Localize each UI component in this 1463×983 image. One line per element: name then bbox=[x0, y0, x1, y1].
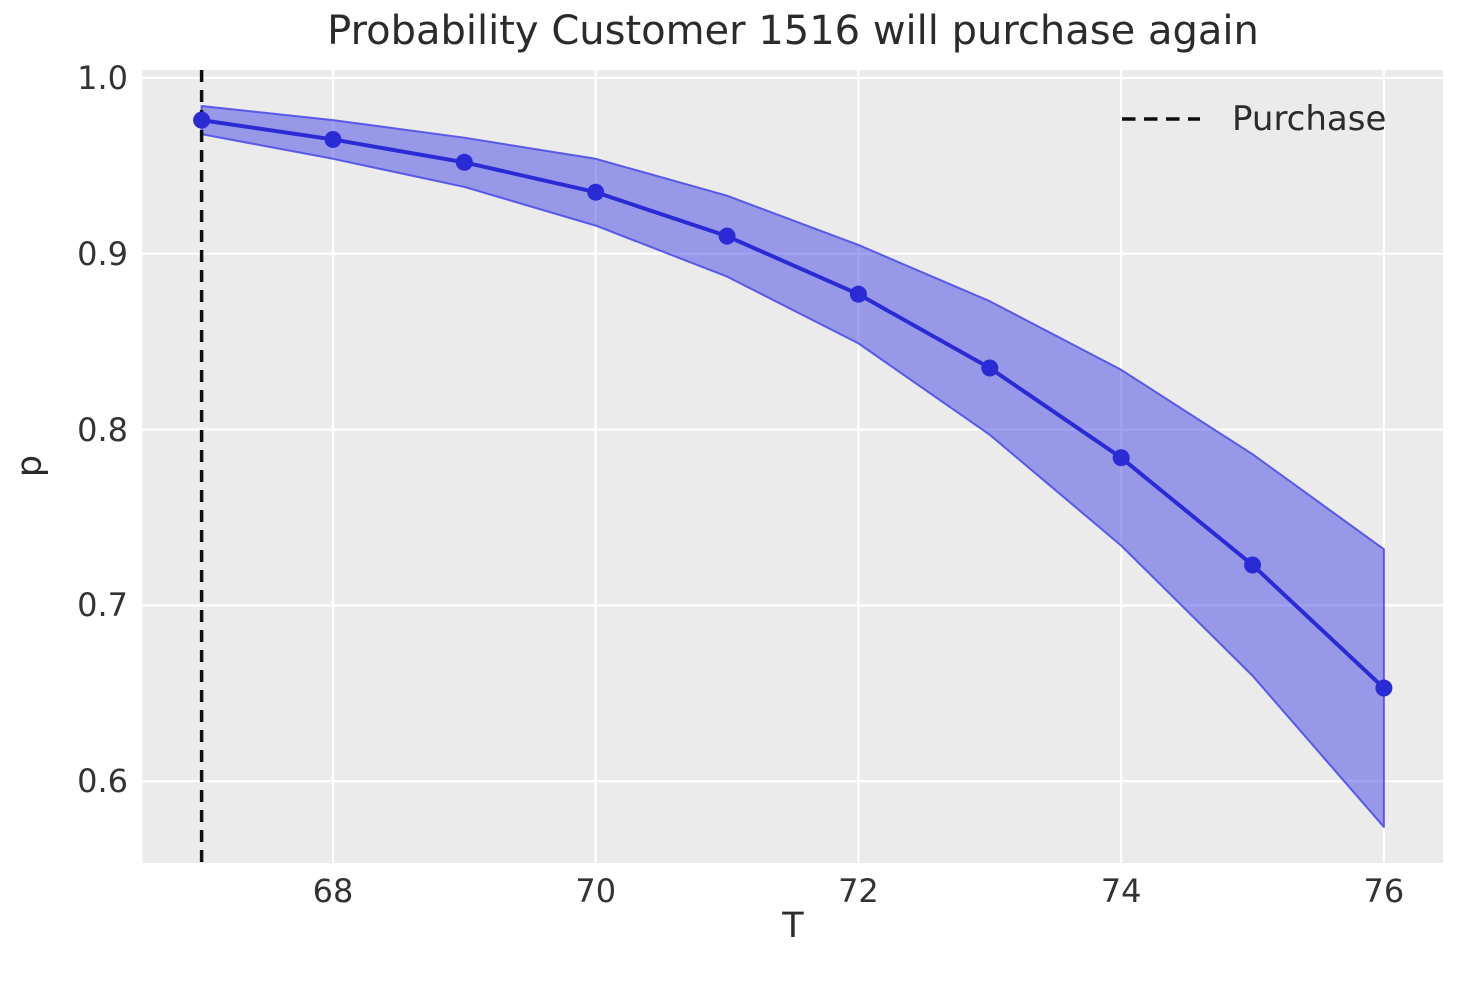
x-axis-label: T bbox=[782, 906, 804, 946]
data-point-marker bbox=[455, 153, 473, 171]
y-axis-label: p bbox=[10, 454, 50, 478]
chart-title: Probability Customer 1516 will purchase … bbox=[327, 8, 1259, 54]
y-tick-label: 0.9 bbox=[77, 234, 128, 273]
x-tick-label: 68 bbox=[312, 872, 354, 910]
data-point-marker bbox=[718, 227, 736, 245]
y-tick-label: 0.7 bbox=[77, 586, 128, 625]
data-point-marker bbox=[1375, 679, 1393, 697]
y-tick-label: 1.0 bbox=[77, 58, 128, 97]
data-point-marker bbox=[1244, 556, 1262, 574]
data-point-marker bbox=[849, 285, 867, 303]
x-tick-label: 72 bbox=[838, 872, 879, 910]
y-tick-label: 0.6 bbox=[77, 762, 128, 801]
confidence-band bbox=[200, 105, 1385, 828]
y-tick-label: 0.8 bbox=[77, 410, 128, 449]
x-tick-label: 74 bbox=[1100, 872, 1142, 910]
data-point-marker bbox=[981, 359, 999, 377]
legend-label: Purchase bbox=[1232, 99, 1387, 139]
legend-dash-icon bbox=[1122, 117, 1200, 121]
x-tick-label: 70 bbox=[575, 872, 617, 910]
probability-line bbox=[201, 118, 1386, 690]
legend: Purchase bbox=[1120, 99, 1386, 139]
data-point-marker bbox=[324, 130, 342, 148]
data-point-marker bbox=[1112, 449, 1130, 467]
x-tick-label: 76 bbox=[1363, 872, 1405, 910]
data-point-marker bbox=[587, 183, 605, 201]
data-point-marker bbox=[193, 111, 211, 129]
